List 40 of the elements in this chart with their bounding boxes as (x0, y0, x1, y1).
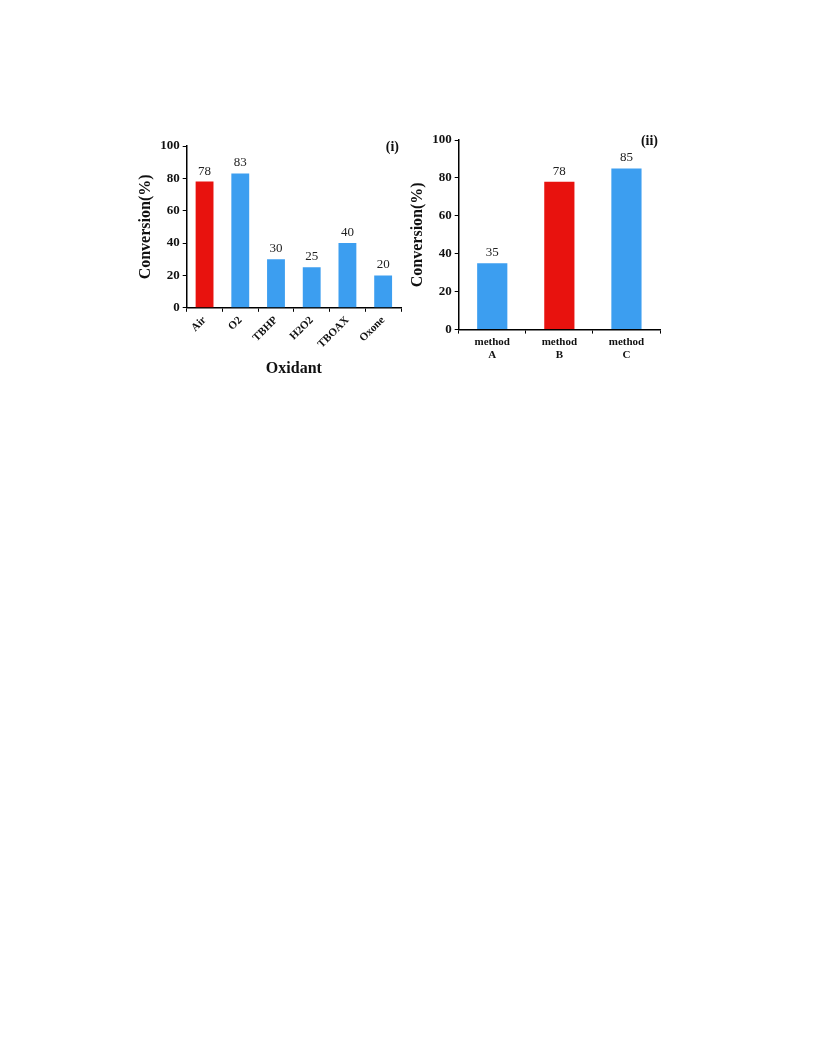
data-label: 78 (552, 162, 566, 178)
y-tick-label: 0 (173, 299, 180, 315)
x-axis-title: Oxidant (265, 358, 323, 376)
chart-title: (ii) (640, 132, 659, 149)
x-tick-label: O2 (225, 313, 245, 332)
bar (611, 168, 642, 330)
data-label: 83 (233, 154, 247, 170)
bar (477, 263, 508, 330)
bar (195, 181, 214, 308)
y-tick-label: 20 (438, 283, 452, 299)
x-tick-label: Air (188, 313, 209, 334)
x-tick-label: method B (541, 335, 578, 361)
x-tick-label: method A (474, 335, 510, 361)
x-tick-label: method C (608, 335, 645, 361)
y-axis-title: Conversion(%) (135, 174, 154, 280)
y-tick-label: 80 (438, 169, 452, 185)
chart-title: (i) (385, 138, 400, 155)
data-label: 78 (198, 162, 212, 178)
y-axis-title: Conversion(%) (407, 182, 426, 288)
bar (338, 243, 357, 308)
data-label: 85 (619, 149, 633, 165)
bar (374, 275, 393, 308)
y-tick-label: 60 (438, 207, 452, 223)
y-tick-label: 60 (166, 202, 180, 218)
bar (231, 173, 250, 308)
data-label: 40 (340, 224, 354, 240)
y-tick-label: 100 (160, 137, 180, 153)
data-label: 30 (269, 240, 283, 256)
y-tick-label: 40 (438, 245, 452, 261)
y-tick-label: 0 (445, 320, 452, 336)
bar (544, 181, 575, 330)
data-label: 35 (485, 244, 499, 260)
data-label: 20 (376, 256, 390, 272)
data-label: 25 (305, 248, 319, 264)
bar (267, 259, 285, 308)
y-tick-label: 100 (432, 131, 452, 147)
y-tick-label: 20 (166, 266, 180, 282)
bar (302, 267, 321, 308)
y-tick-label: 80 (166, 169, 180, 185)
y-tick-label: 40 (166, 234, 180, 250)
